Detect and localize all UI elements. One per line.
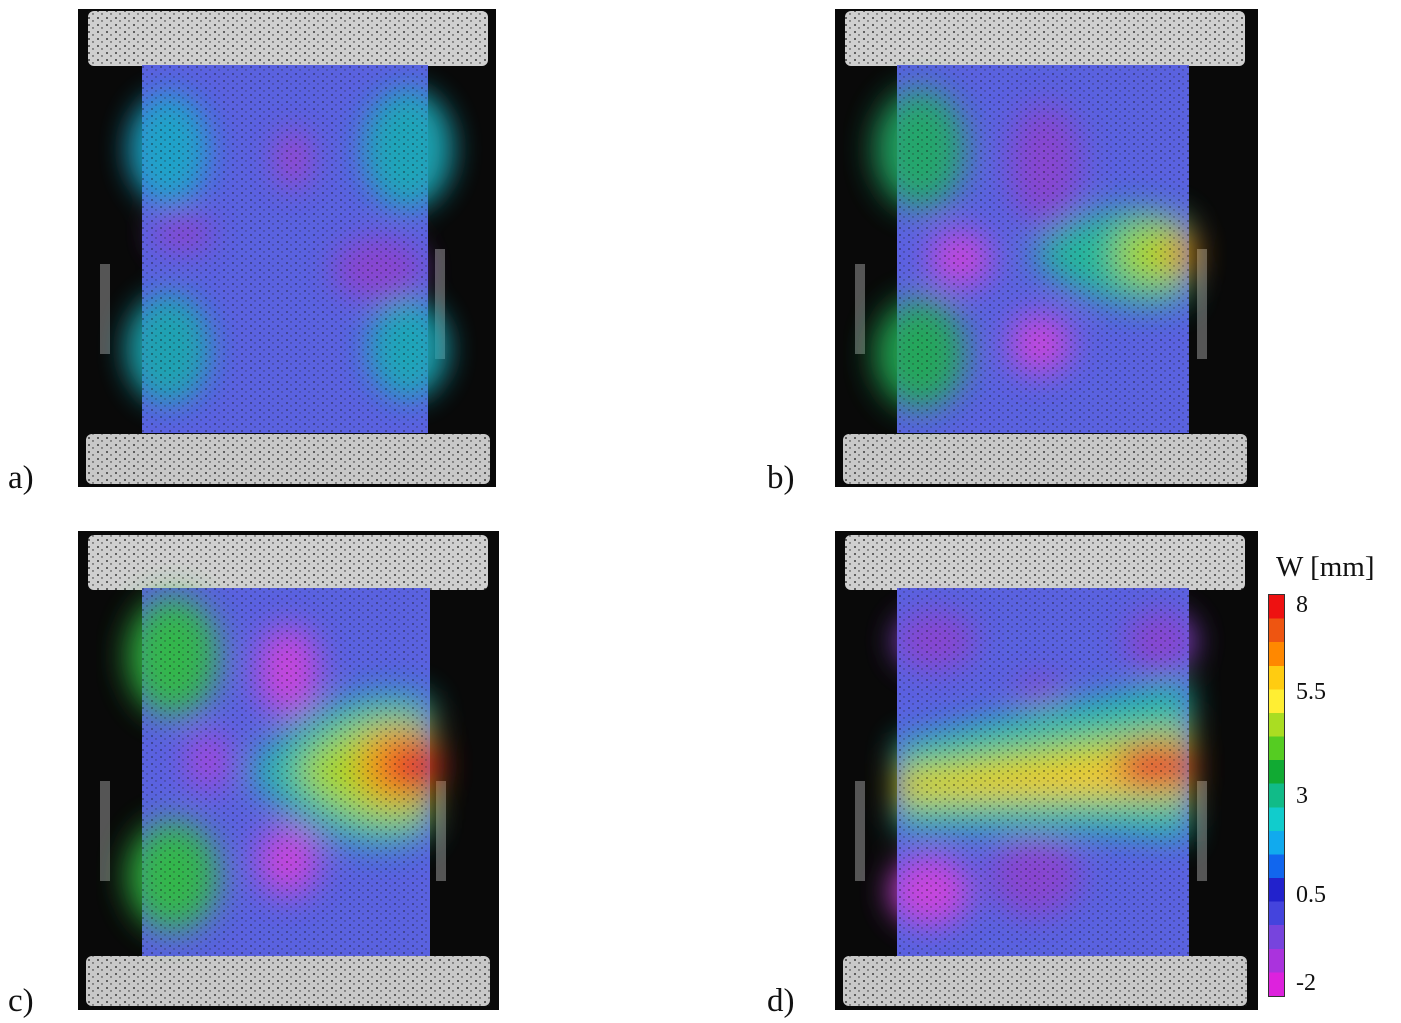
panel-b-photo [835,9,1258,487]
colorbar-tick-0-5: 0.5 [1296,882,1326,908]
panel-d-photo [835,531,1258,1010]
colorbar-tick-3: 3 [1296,783,1308,809]
panel-c-label: c) [8,983,34,1019]
panel-b-label: b) [767,460,795,496]
panel-a-photo [78,9,496,487]
colorbar-tick-5-5: 5.5 [1296,679,1326,705]
colorbar-tick-8: 8 [1296,592,1308,618]
panel-a-label: a) [8,460,34,496]
colorbar [1268,594,1285,997]
panel-c-photo [78,531,499,1010]
colorbar-tick-minus-2: -2 [1296,970,1316,996]
panel-d-label: d) [767,983,795,1019]
colorbar-title: W [mm] [1276,551,1375,583]
